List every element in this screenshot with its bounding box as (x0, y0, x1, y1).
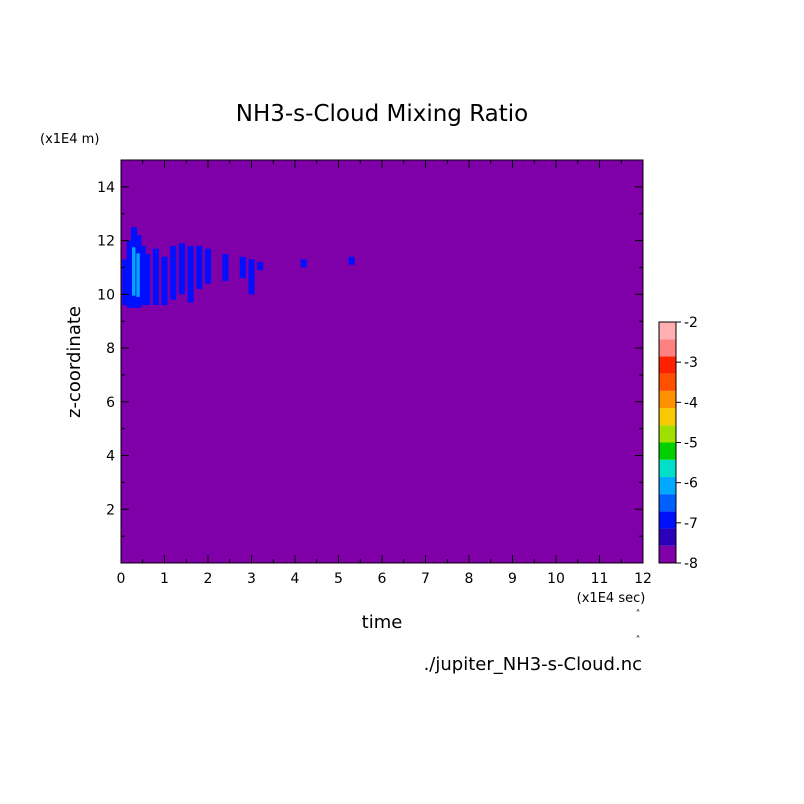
colorbar-label: -4 (684, 395, 698, 411)
colorbar-segment (659, 511, 676, 529)
plot-background (121, 160, 643, 563)
x-tick-label: 9 (508, 571, 517, 587)
colorbar-label: -6 (684, 476, 698, 492)
cloud-cell (152, 248, 159, 306)
y-axis-title: z-coordinate (64, 306, 85, 418)
cloud-cell (222, 254, 229, 281)
colorbar-label: -2 (684, 315, 698, 331)
x-axis: 0 1 2 3 4 5 6 7 8 9 10 11 12 (117, 160, 652, 587)
x-tick-label: 1 (160, 571, 169, 587)
chart-title: NH3-s-Cloud Mixing Ratio (236, 101, 529, 127)
colorbar-segment (659, 528, 676, 546)
x-tick-label: 3 (247, 571, 256, 587)
cloud-cell-core (136, 253, 141, 297)
cloud-layer (122, 227, 355, 308)
cloud-cell (196, 245, 203, 289)
cloud-cell (178, 243, 185, 295)
cloud-cell (126, 240, 133, 308)
cloud-cell (144, 254, 151, 306)
cloud-cell (300, 259, 307, 268)
colorbar-segment (659, 425, 676, 443)
colorbar: -2 -3 -4 -5 -6 -7 -8 (658, 315, 698, 572)
colorbar-segment (659, 339, 676, 357)
x-unit-label: (x1E4 sec) (577, 591, 646, 606)
colorbar-segment (659, 494, 676, 512)
cloud-cell (257, 262, 264, 271)
cloud-cell (187, 245, 194, 303)
cloud-cell (170, 245, 177, 300)
colorbar-segment (659, 373, 676, 391)
file-name: ./jupiter_NH3-s-Cloud.nc (424, 654, 642, 675)
y-axis: 2 4 6 8 10 12 14 (97, 180, 643, 537)
x-tick-label: 7 (421, 571, 430, 587)
colorbar-label: -8 (684, 556, 698, 572)
y-tick-label: 8 (106, 341, 115, 357)
cloud-cell (122, 259, 129, 306)
y-tick-label: 10 (97, 287, 115, 303)
colorbar-segment (659, 390, 676, 409)
colorbar-label: -7 (684, 516, 698, 532)
colorbar-segment (659, 408, 676, 426)
x-tick-label: 0 (117, 571, 126, 587)
marker-dot: ˄ (636, 608, 641, 620)
y-tick-label: 14 (97, 180, 115, 196)
colorbar-segment (659, 545, 676, 563)
cloud-cell (239, 256, 246, 279)
colorbar-segment (659, 476, 676, 495)
x-tick-label: 8 (465, 571, 474, 587)
colorbar-segment (659, 459, 676, 477)
cloud-cell-core (132, 247, 137, 296)
x-tick-label: 6 (378, 571, 387, 587)
cloud-cell (248, 259, 255, 295)
y-tick-label: 2 (106, 502, 115, 518)
marker-dot: ˄ (636, 634, 641, 646)
cloud-cell (205, 248, 211, 284)
cloud-cell (161, 256, 168, 306)
y-tick-label: 12 (97, 234, 115, 250)
x-tick-label: 11 (591, 571, 609, 587)
colorbar-label: -5 (684, 436, 698, 452)
y-tick-label: 6 (106, 395, 115, 411)
colorbar-segment (659, 442, 676, 460)
colorbar-label: -3 (684, 355, 698, 371)
cloud-cell (139, 245, 146, 306)
y-unit-label: (x1E4 m) (40, 132, 99, 147)
x-axis-title: time (362, 612, 403, 633)
y-tick-label: 4 (106, 449, 115, 465)
colorbar-segment (659, 356, 676, 374)
x-tick-label: 2 (204, 571, 213, 587)
colorbar-segment (659, 322, 676, 340)
x-tick-label: 4 (291, 571, 300, 587)
cloud-cell (348, 256, 355, 265)
x-tick-label: 5 (334, 571, 343, 587)
x-tick-label: 12 (634, 571, 652, 587)
x-tick-label: 10 (547, 571, 565, 587)
